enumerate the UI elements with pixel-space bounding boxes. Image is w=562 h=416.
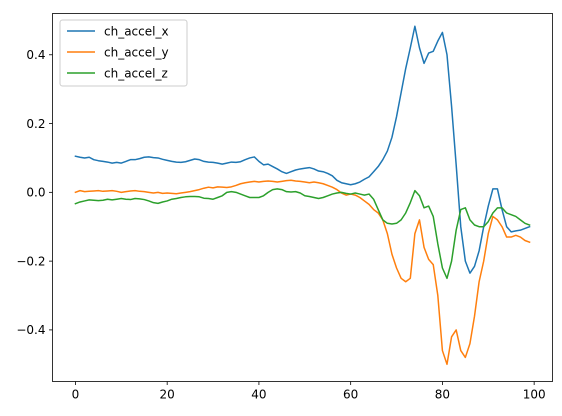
series-line-ch-accel-x xyxy=(74,25,531,274)
legend-entry-label: ch_accel_y xyxy=(104,45,169,59)
y-tick-label: 0.2 xyxy=(26,117,45,131)
x-tick-label: 80 xyxy=(435,388,450,402)
x-tick-label: 0 xyxy=(72,388,80,402)
y-tick-label: 0.0 xyxy=(26,186,45,200)
y-tick-label: −0.2 xyxy=(16,254,45,268)
x-axis: 0 20 40 60 80 100 xyxy=(72,381,546,402)
y-tick-label: −0.4 xyxy=(16,323,45,337)
legend-entry-label: ch_accel_z xyxy=(104,66,168,80)
y-tick-label: 0.4 xyxy=(26,48,45,62)
x-tick-label: 40 xyxy=(251,388,266,402)
legend-box xyxy=(59,19,188,87)
series-line-ch-accel-z xyxy=(74,188,531,280)
axes-frame xyxy=(52,13,553,382)
series-line-ch-accel-y xyxy=(74,179,531,366)
legend-entry-label: ch_accel_x xyxy=(104,24,169,38)
x-tick-label: 20 xyxy=(160,388,175,402)
x-tick-label: 100 xyxy=(523,388,546,402)
legend: ch_accel_x ch_accel_y ch_accel_z xyxy=(59,19,188,87)
x-tick-label: 60 xyxy=(343,388,358,402)
plot-lines xyxy=(74,25,531,366)
y-axis: −0.4 −0.2 0.0 0.2 0.4 xyxy=(16,48,53,337)
